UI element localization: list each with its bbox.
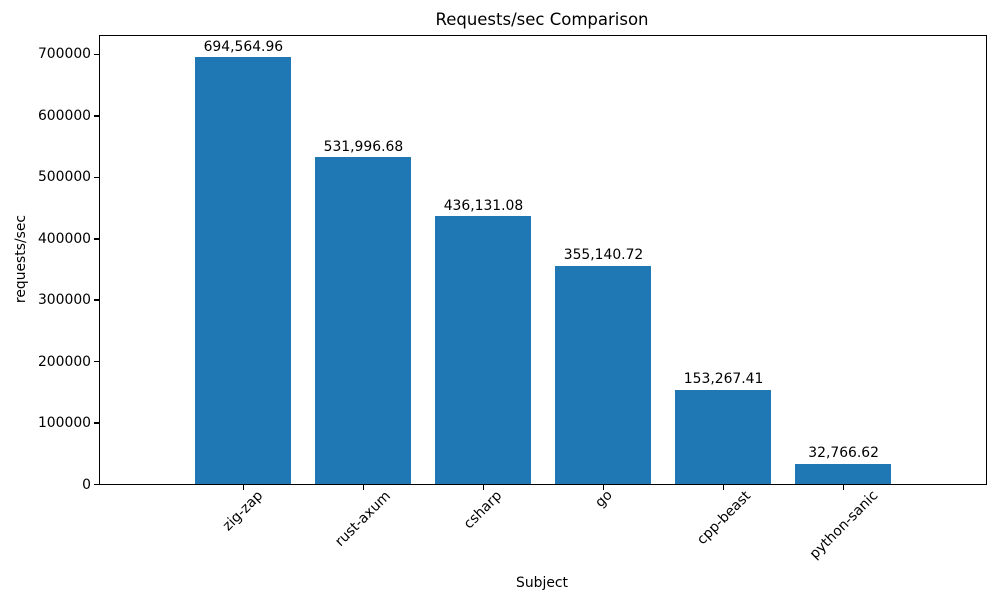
bar-value-label: 32,766.62 (808, 445, 879, 462)
y-tick-label: 700000 (37, 46, 91, 63)
chart-title: Requests/sec Comparison (435, 10, 649, 29)
x-tick (242, 484, 245, 490)
bar-go (555, 265, 652, 484)
x-tick-label-cpp-beast: cpp-beast (693, 487, 754, 548)
y-tick-label: 0 (82, 476, 91, 493)
bar-csharp (434, 216, 531, 484)
bar-cpp-beast (675, 389, 772, 484)
bar-zig-zap (194, 57, 291, 484)
y-tick-label: 300000 (37, 292, 91, 309)
y-tick-label: 600000 (37, 107, 91, 124)
bar-rust-axum (314, 157, 411, 484)
bar-value-label: 436,131.08 (443, 197, 524, 214)
y-tick (94, 115, 99, 117)
x-tick-label-rust-axum: rust-axum (332, 487, 395, 550)
x-axis-label: Subject (516, 575, 568, 591)
y-tick-label: 400000 (37, 230, 91, 247)
y-tick (94, 176, 99, 179)
y-tick-label: 200000 (37, 353, 91, 370)
y-tick (94, 299, 99, 301)
x-tick (362, 484, 365, 490)
y-tick (94, 360, 99, 363)
y-tick-label: 500000 (37, 169, 91, 186)
y-tick-label: 100000 (37, 415, 91, 432)
x-tick-label-csharp: csharp (461, 487, 506, 533)
bar-value-label: 694,564.96 (203, 38, 284, 55)
bar-value-label: 355,140.72 (563, 247, 644, 264)
y-tick (94, 53, 99, 56)
x-tick-label-go: go (591, 487, 616, 512)
x-tick (722, 484, 725, 490)
x-tick (842, 484, 845, 490)
y-tick (94, 422, 99, 424)
plot-area (99, 35, 987, 485)
x-tick (482, 484, 485, 490)
bar-value-label: 531,996.68 (323, 138, 404, 155)
x-tick (602, 484, 605, 490)
y-axis-label: requests/sec (13, 214, 29, 304)
x-tick-label-zig-zap: zig-zap (220, 487, 267, 535)
y-tick (94, 483, 99, 486)
bar-python-sanic (795, 463, 892, 484)
bar-value-label: 153,267.41 (683, 371, 764, 388)
y-tick (94, 238, 99, 240)
x-tick-label-python-sanic: python-sanic (806, 487, 881, 563)
